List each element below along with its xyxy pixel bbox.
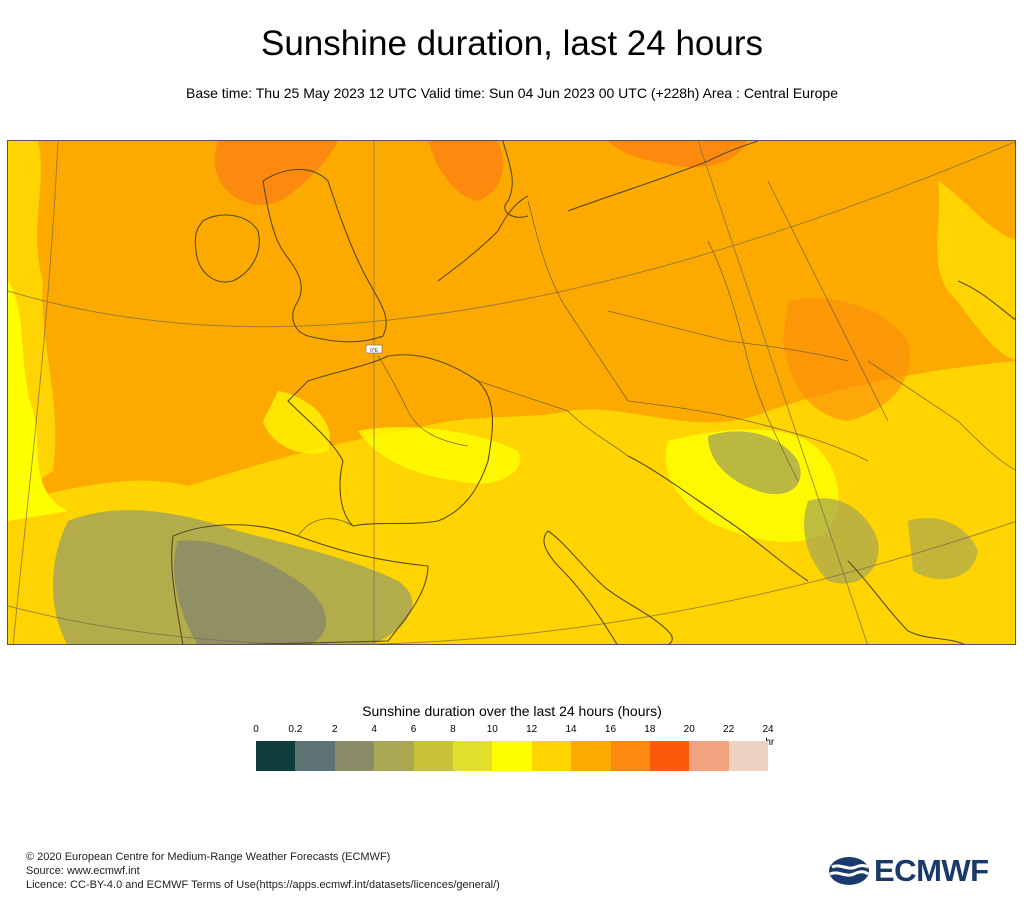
legend-title: Sunshine duration over the last 24 hours…	[362, 703, 662, 719]
legend-tick-label: 12	[526, 724, 538, 735]
legend-tick-label: 2	[331, 724, 338, 735]
coast-greece	[847, 560, 965, 644]
coast-great-britain	[262, 168, 387, 343]
legend-tick-label: 18	[644, 724, 656, 735]
coastlines	[171, 141, 1015, 644]
sunshine-zone-france-bright	[263, 391, 330, 454]
legend-tick-label: 20	[683, 724, 695, 735]
cloud-zone-greece	[804, 498, 879, 584]
legend-unit: -hr	[762, 737, 775, 748]
legend-swatch	[728, 741, 769, 771]
legend-swatch	[649, 741, 690, 771]
sunshine-map[interactable]: 0°E	[7, 140, 1016, 645]
meridian-line-west	[12, 141, 59, 644]
legend-tick-label: 16	[604, 724, 617, 735]
legend-tick-label: 4	[371, 724, 377, 735]
coast-ireland	[194, 214, 260, 283]
coast-adriatic	[627, 455, 809, 582]
footer-licence: Licence: CC-BY-4.0 and ECMWF Terms of Us…	[26, 879, 500, 891]
high-sunshine-baltic	[608, 141, 748, 168]
sunshine-zone-west-bright	[8, 281, 68, 521]
legend-colorbar	[256, 741, 769, 771]
ecmwf-logo-icon	[829, 857, 869, 885]
legend-swatch	[610, 741, 650, 771]
legend-swatch	[571, 741, 611, 771]
legend-tick-label: 22	[723, 724, 735, 735]
meridian-label-box	[365, 344, 383, 354]
country-borders	[297, 180, 1015, 537]
legend-tick-label: 8	[450, 724, 456, 735]
latitude-line-south	[8, 521, 1015, 644]
legend-tick-label: 6	[410, 724, 417, 735]
legend-swatch	[492, 741, 532, 771]
footer-copyright: © 2020 European Centre for Medium-Range …	[26, 851, 391, 863]
legend-tick-label: 24	[762, 724, 774, 735]
legend-tick-label: 0.2	[288, 724, 303, 735]
coast-iberia	[171, 524, 429, 644]
legend-swatch	[413, 741, 453, 771]
footer-source: Source: www.ecmwf.int	[26, 865, 140, 877]
sunshine-zone-east-yellow	[937, 181, 1015, 361]
coast-italy	[543, 530, 673, 644]
coast-denmark	[502, 141, 529, 218]
legend-swatch	[531, 741, 572, 771]
legend-swatch	[452, 741, 493, 771]
coast-baltic	[567, 141, 759, 212]
legend-swatch	[334, 741, 375, 771]
meridian-label: 0°E	[370, 348, 379, 354]
coast-benelux-germany	[437, 195, 529, 282]
high-sunshine-scotland	[214, 141, 338, 205]
sunshine-zone-central-bright	[358, 427, 520, 484]
high-sunshine-norway	[428, 141, 503, 201]
footer: © 2020 European Centre for Medium-Range …	[26, 850, 500, 892]
graticule	[8, 141, 1015, 644]
cloud-zone-anatolia	[908, 517, 978, 580]
legend-ticks: 0 0.2 2 4 6 8 10 12 14 16 18 20 22 24	[253, 724, 773, 738]
map-subtitle: Base time: Thu 25 May 2023 12 UTC Valid …	[185, 85, 838, 101]
legend-swatch	[295, 741, 335, 771]
cloud-zone-iberia-core	[174, 540, 326, 644]
legend-tick-label: 0	[253, 724, 259, 735]
legend-swatch	[689, 741, 729, 771]
meridian-line-east	[697, 141, 868, 644]
cloud-zone-balkans	[708, 431, 801, 495]
high-sunshine-east	[783, 298, 910, 421]
map-title: Sunshine duration, last 24 hours	[261, 24, 763, 63]
coast-black-sea	[957, 280, 1015, 321]
ecmwf-logo: ECMWF	[828, 853, 989, 888]
legend-swatch	[374, 741, 414, 771]
coast-france	[287, 354, 493, 527]
legend-tick-label: 14	[565, 724, 577, 735]
ecmwf-logo-text: ECMWF	[874, 853, 989, 888]
legend-swatch	[256, 741, 296, 771]
legend-tick-label: 10	[486, 724, 498, 735]
latitude-line-north	[8, 141, 1015, 328]
